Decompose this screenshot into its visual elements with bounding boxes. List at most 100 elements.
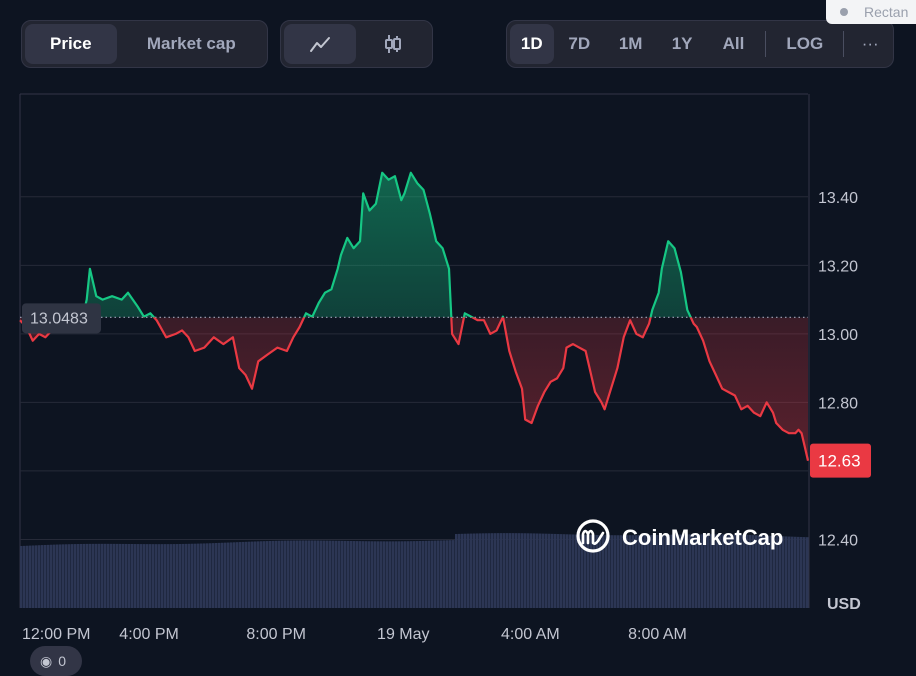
volume-bar	[176, 544, 179, 608]
volume-bar	[596, 535, 599, 608]
volume-bar	[707, 534, 710, 608]
volume-bar	[473, 533, 476, 608]
volume-bar	[482, 533, 485, 608]
candlestick-button[interactable]	[358, 24, 430, 64]
tab-price[interactable]: Price	[25, 24, 117, 64]
price-line-up	[60, 171, 692, 318]
volume-bar	[560, 534, 563, 608]
volume-bar	[89, 543, 92, 608]
x-tick-label: 19 May	[377, 626, 429, 643]
price-chart[interactable]: CoinMarketCap 13.4013.2013.0012.8012.40 …	[0, 0, 916, 660]
volume-bar	[254, 541, 257, 608]
volume-bar	[776, 536, 779, 608]
volume-bar	[116, 543, 119, 608]
volume-bar	[326, 540, 329, 608]
volume-bar	[152, 544, 155, 608]
area-above-reference	[61, 172, 691, 318]
volume-bar	[551, 533, 554, 608]
volume-bar	[371, 541, 374, 608]
volume-bar	[56, 544, 59, 608]
volume-bar	[731, 534, 734, 608]
bottom-indicator-pill[interactable]: ◉ 0	[30, 646, 82, 676]
volume-bar	[518, 533, 521, 608]
volume-bar	[455, 533, 458, 608]
volume-bar	[767, 535, 770, 608]
volume-bar	[47, 544, 50, 608]
volume-bar	[437, 540, 440, 608]
volume-bar	[515, 533, 518, 608]
volume-bar	[539, 533, 542, 608]
volume-bar	[125, 543, 128, 608]
volume-bar	[164, 544, 167, 608]
volume-bar	[62, 544, 65, 608]
x-tick-label: 8:00 AM	[628, 626, 687, 643]
volume-bar	[278, 540, 281, 608]
chart-style-toggle	[280, 20, 433, 68]
volume-bar	[383, 541, 386, 608]
volume-bar	[689, 534, 692, 608]
y-tick-label: 13.20	[818, 258, 858, 275]
volume-bar	[173, 544, 176, 608]
volume-bar	[590, 534, 593, 608]
volume-bar	[272, 540, 275, 608]
volume-bar	[692, 534, 695, 608]
tab-range-1y[interactable]: 1Y	[671, 34, 693, 53]
volume-bar	[800, 536, 803, 608]
watermark-text: CoinMarketCap	[622, 525, 783, 550]
volume-bar	[683, 534, 686, 608]
rectangle-tool-text: Rectan	[864, 4, 909, 20]
tab-range-all[interactable]: All	[722, 34, 745, 53]
volume-bar	[605, 535, 608, 608]
rectangle-tool-label[interactable]: Rectan	[826, 0, 916, 24]
volume-bar	[314, 540, 317, 608]
volume-bar	[161, 544, 164, 608]
volume-bar	[263, 541, 266, 608]
volume-bar	[359, 541, 362, 608]
volume-bar	[638, 535, 641, 608]
volume-bar	[434, 540, 437, 608]
volume-bar	[38, 545, 41, 608]
volume-bar	[770, 535, 773, 608]
volume-bar	[563, 534, 566, 608]
volume-bar	[266, 541, 269, 608]
volume-bar	[23, 545, 26, 608]
volume-bar	[659, 534, 662, 608]
volume-bar	[59, 544, 62, 608]
volume-bar	[356, 541, 359, 608]
volume-bar	[191, 543, 194, 608]
volume-bar	[323, 540, 326, 608]
volume-bar	[311, 540, 314, 608]
volume-bar	[194, 543, 197, 608]
volume-bar	[512, 533, 515, 608]
x-tick-label: 12:00 PM	[22, 626, 90, 643]
volume-bar	[491, 533, 494, 608]
volume-bar	[470, 533, 473, 608]
tab-market-cap[interactable]: Market cap	[146, 34, 236, 53]
volume-bar	[722, 534, 725, 608]
volume-bar	[524, 533, 527, 608]
volume-bar	[464, 533, 467, 608]
volume-bar	[212, 543, 215, 608]
volume-bar	[398, 541, 401, 608]
volume-bar	[500, 533, 503, 608]
volume-bar	[488, 533, 491, 608]
y-axis: 13.40 13.20 13.00 12.80 12.40	[818, 190, 858, 550]
log-scale-button[interactable]: LOG	[786, 34, 824, 53]
volume-bar	[698, 534, 701, 608]
volume-bar	[245, 541, 248, 608]
more-options-button[interactable]: ···	[861, 34, 879, 53]
volume-bar	[41, 545, 44, 608]
volume-bar	[26, 545, 29, 608]
line-chart-button[interactable]	[284, 24, 356, 64]
volume-bar	[236, 542, 239, 608]
volume-bar	[614, 535, 617, 608]
volume-bar	[416, 541, 419, 608]
volume-bar	[149, 544, 152, 608]
tab-range-1d[interactable]: 1D	[510, 24, 554, 64]
volume-bar	[239, 542, 242, 608]
tab-range-1m[interactable]: 1M	[618, 34, 643, 53]
volume-bar	[29, 545, 32, 608]
volume-bar	[92, 543, 95, 608]
tab-range-7d[interactable]: 7D	[568, 34, 591, 53]
volume-bar	[332, 540, 335, 608]
